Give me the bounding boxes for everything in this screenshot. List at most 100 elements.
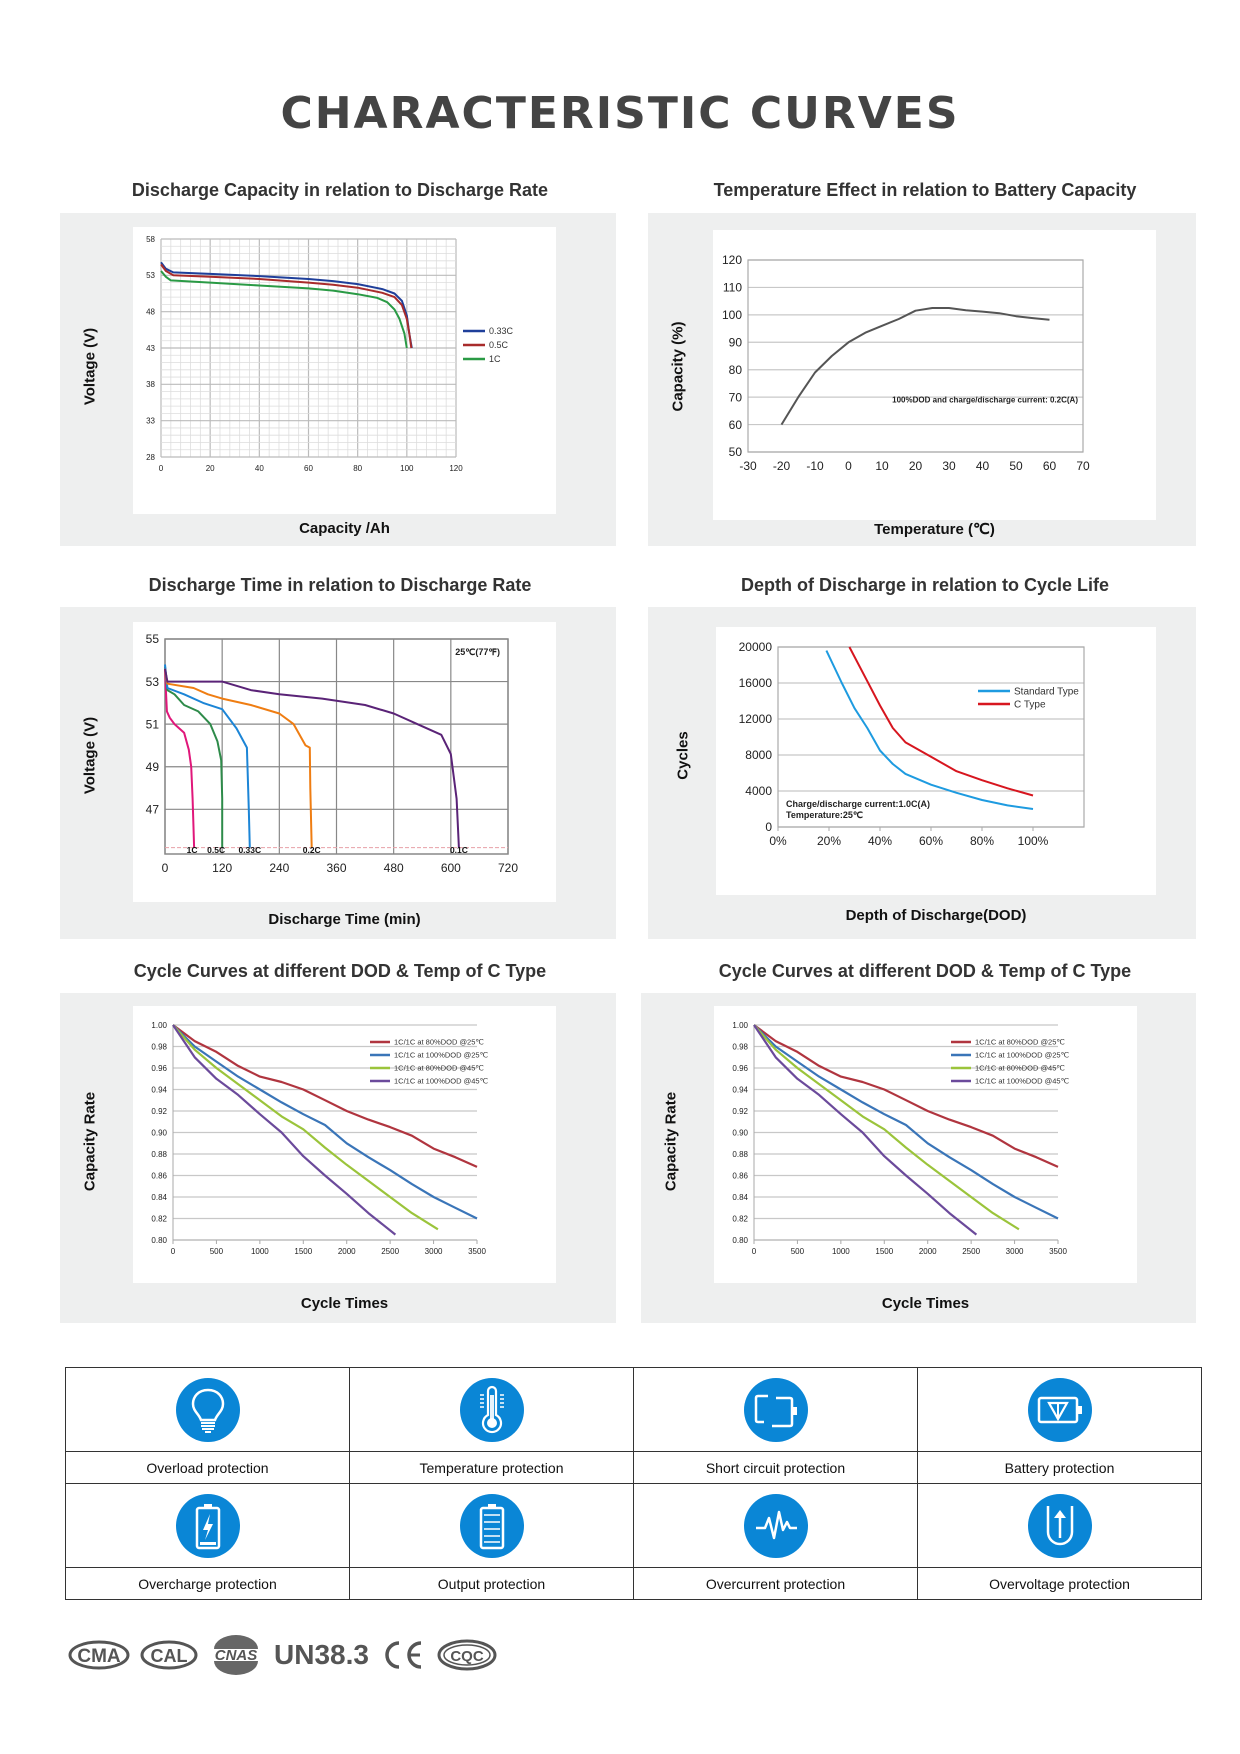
legend-label: 0.33C [489, 326, 514, 336]
cert-text: CNAS [215, 1647, 258, 1664]
series-label: 1C [187, 845, 198, 855]
x-tick-label: 3500 [1049, 1247, 1067, 1256]
x-tick-label: 0 [171, 1247, 176, 1256]
plot-frame [747, 259, 1084, 453]
y-tick-label: 12000 [739, 712, 773, 726]
series-line [160, 270, 408, 349]
y-tick-label: 0.96 [732, 1064, 748, 1073]
x-tick-label: 2500 [381, 1247, 399, 1256]
certification-logos: CMA CAL CNAS UN38.3 CQC [68, 1635, 497, 1675]
y-tick-label: 49 [146, 760, 160, 774]
battery-full-icon [459, 1493, 524, 1558]
x-tick-label: 0 [845, 459, 852, 473]
protection-table: Overload protection Temperature protecti… [65, 1367, 1202, 1600]
x-tick-label: 480 [384, 861, 404, 875]
legend-label: 1C/1C at 100%DOD @45℃ [975, 1077, 1070, 1086]
x-tick-label: 100% [1018, 834, 1049, 848]
chart-panel: 0 120 240 360 480 600 720 47 49 51 53 55 1C 0.5C 0.33C… [60, 607, 616, 939]
x-tick-label: 0% [769, 834, 787, 848]
x-tick-label: 360 [326, 861, 346, 875]
chart-svg: 0% 20% 40% 60% 80% 100% 0 4000 8000 12000 16000 200… [739, 640, 1085, 848]
y-tick-label: 0 [765, 820, 772, 834]
series-line [164, 664, 251, 848]
legend-label: 1C/1C at 80%DOD @45℃ [394, 1064, 484, 1073]
x-tick-label: 50 [1009, 459, 1023, 473]
series-label: 0.2C [303, 845, 321, 855]
chart-title: Cycle Curves at different DOD & Temp of … [718, 961, 1132, 981]
y-tick-label: 58 [146, 235, 155, 244]
legend-label: 1C/1C at 80%DOD @25℃ [394, 1038, 484, 1047]
y-tick-label: 51 [146, 717, 160, 731]
x-axis-label: Cycle Times [881, 1295, 970, 1312]
x-tick-label: 20 [206, 464, 215, 473]
y-tick-label: 0.98 [151, 1042, 167, 1051]
x-tick-label: 600 [441, 861, 461, 875]
series-line [164, 666, 224, 848]
chart-title: Depth of Discharge in relation to Cycle … [740, 575, 1110, 595]
series-line [825, 650, 1034, 810]
cert-text: CMA [77, 1646, 121, 1667]
ce-mark-icon [379, 1639, 427, 1671]
y-tick-label: 0.96 [151, 1064, 167, 1073]
x-tick-label: 60% [919, 834, 943, 848]
protection-icon-cell [65, 1367, 350, 1452]
protection-icon-cell [65, 1483, 350, 1568]
legend-label: 1C/1C at 100%DOD @25℃ [394, 1051, 489, 1060]
x-tick-label: 100 [400, 464, 414, 473]
protection-icon-cell [349, 1367, 634, 1452]
y-axis-label: Cycles [674, 731, 692, 780]
y-tick-label: 33 [146, 416, 155, 425]
y-axis-label: Capacity (%) [669, 321, 687, 412]
y-tick-label: 0.98 [732, 1042, 748, 1051]
x-tick-label: 120 [449, 464, 463, 473]
x-tick-label: 500 [210, 1247, 224, 1256]
chart-title: Discharge Time in relation to Discharge … [148, 575, 532, 595]
chart-panel: 0% 20% 40% 60% 80% 100% 0 4000 8000 12000 16000 200… [648, 607, 1196, 939]
x-tick-label: 240 [269, 861, 289, 875]
x-tick-label: 0 [162, 861, 169, 875]
battery-shield-icon [1027, 1377, 1092, 1442]
y-tick-label: 80 [729, 363, 743, 377]
x-tick-label: 3000 [1006, 1247, 1024, 1256]
x-tick-label: 2500 [962, 1247, 980, 1256]
cqc-logo-icon: CQC [437, 1639, 497, 1671]
protection-label: Overvoltage protection [917, 1567, 1202, 1600]
x-tick-label: 720 [498, 861, 518, 875]
x-tick-label: 10 [875, 459, 889, 473]
x-tick-label: 0 [752, 1247, 757, 1256]
y-axis-label: Voltage (V) [81, 327, 99, 406]
y-tick-label: 60 [729, 418, 743, 432]
series-label: 0.1C [450, 845, 468, 855]
y-axis-label: Capacity Rate [662, 1091, 680, 1192]
chart-svg: 0 120 240 360 480 600 720 47 49 51 53 55 1C 0.5C 0.33C… [146, 632, 519, 875]
chart-annotation: Charge/discharge current:1.0C(A) [786, 799, 930, 809]
x-tick-label: 500 [791, 1247, 805, 1256]
chart-svg: 0 500 1000 1500 2000 2500 3000 3500 0.80 0.82 0.84… [151, 1021, 489, 1256]
x-tick-label: 1000 [251, 1247, 269, 1256]
chart-panel: 0 500 1000 1500 2000 2500 3000 3500 0.80 0.82 0.84… [60, 993, 616, 1323]
y-tick-label: 1.00 [732, 1021, 748, 1030]
chart-panel: 0 500 1000 1500 2000 2500 3000 3500 0.80 0.82 0.84… [641, 993, 1196, 1323]
series-label: 0.33C [238, 845, 261, 855]
series-line [172, 1024, 439, 1231]
cal-logo-icon: CAL [140, 1640, 198, 1670]
y-tick-label: 0.80 [151, 1236, 167, 1245]
y-tick-label: 110 [723, 281, 742, 295]
y-tick-label: 0.84 [732, 1193, 748, 1202]
y-tick-label: 16000 [739, 676, 773, 690]
y-tick-label: 0.90 [732, 1128, 748, 1137]
y-tick-label: 0.80 [732, 1236, 748, 1245]
chart-title: Discharge Capacity in relation to Discha… [131, 180, 549, 200]
protection-label: Short circuit protection [633, 1451, 918, 1484]
chart-title: Cycle Curves at different DOD & Temp of … [133, 961, 547, 981]
x-tick-label: 1000 [832, 1247, 850, 1256]
protection-label: Overcurrent protection [633, 1567, 918, 1600]
chart-panel: 0 20 40 60 80 100 120 28 33 38 43 48 53 58 0.33C 0.5C 1C… [60, 213, 616, 546]
protection-label: Output protection [349, 1567, 634, 1600]
y-tick-label: 90 [729, 335, 743, 349]
series-line [753, 1024, 1059, 1168]
y-tick-label: 0.82 [732, 1214, 748, 1223]
protection-icon-cell [633, 1367, 918, 1452]
legend-label: C Type [1014, 700, 1046, 711]
y-tick-label: 0.84 [151, 1193, 167, 1202]
